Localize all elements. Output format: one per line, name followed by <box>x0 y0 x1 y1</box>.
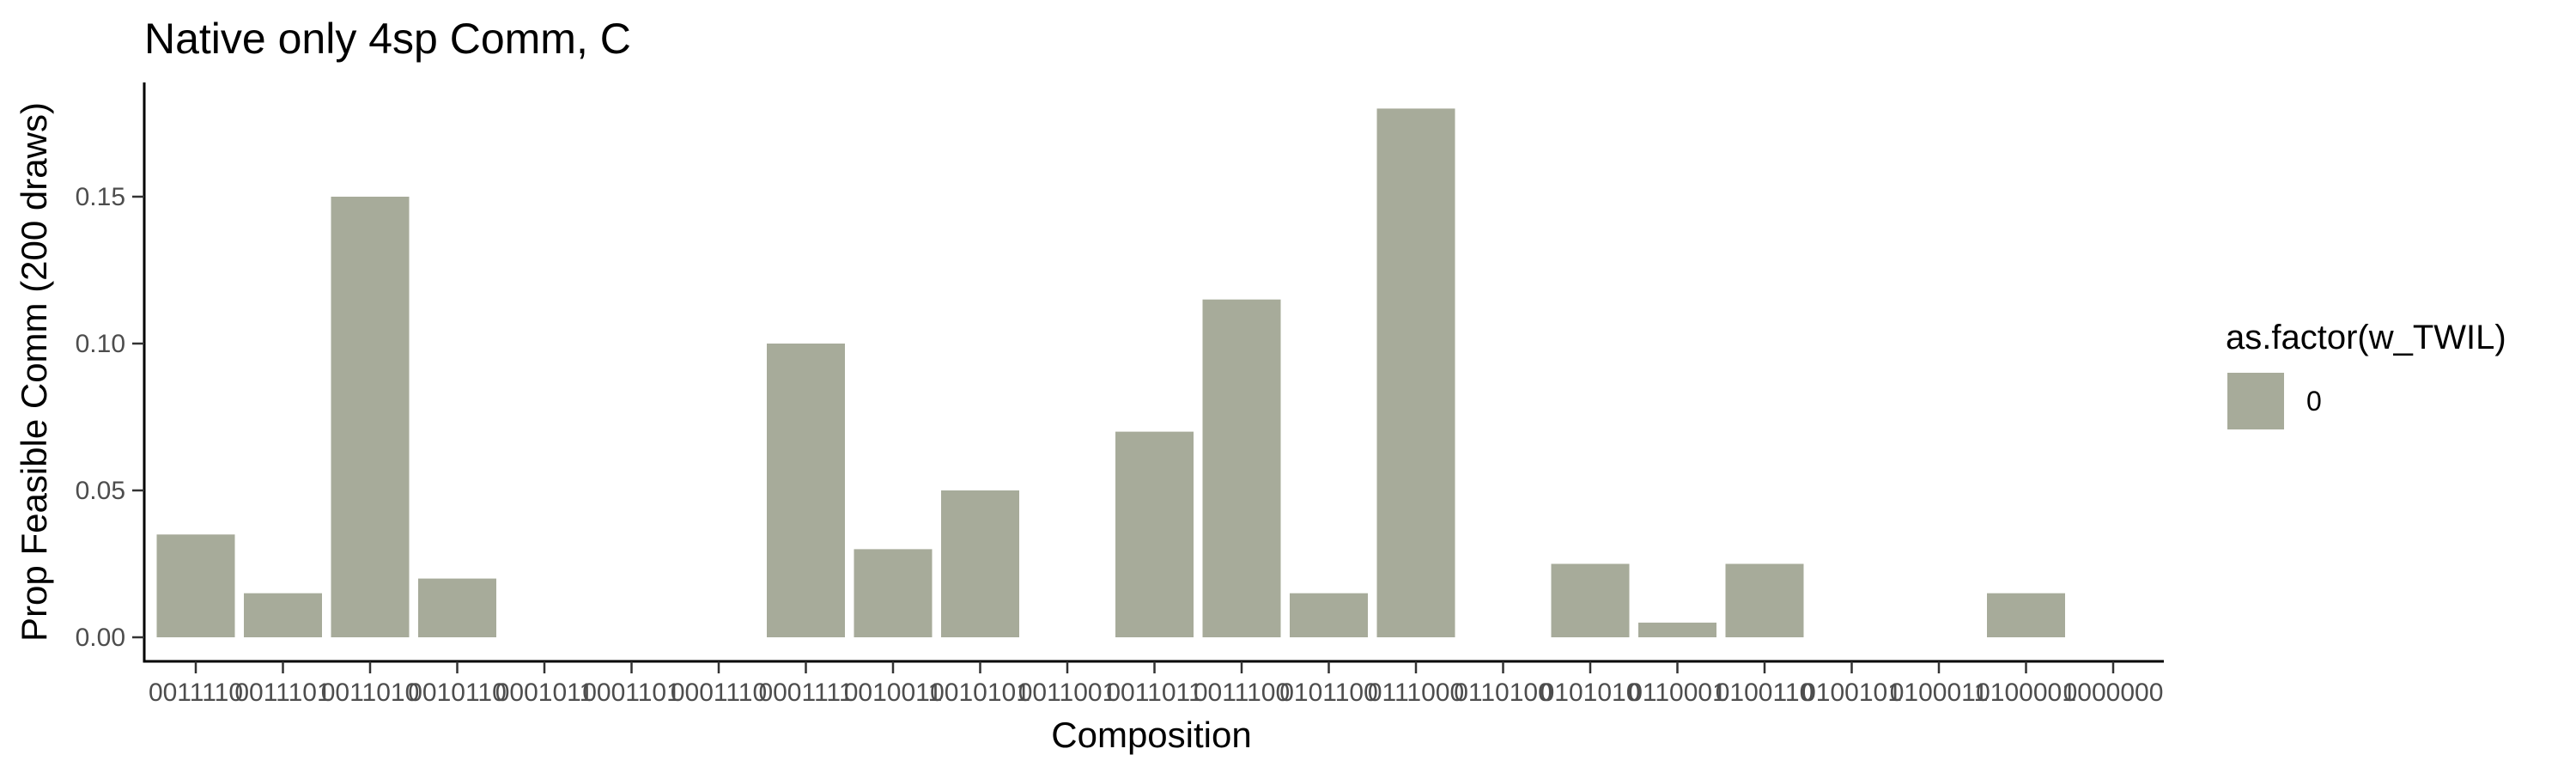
bar-0110001 <box>1638 622 1716 637</box>
bar-0011100 <box>1202 299 1281 637</box>
legend: as.factor(w_TWIL) 0 <box>2226 319 2506 429</box>
x-tick-label: 0011010 <box>321 679 420 707</box>
bar-0010110 <box>418 578 496 637</box>
x-tick-label: 0100110 <box>1716 679 1814 707</box>
y-axis-title: Prop Feasible Comm (200 draws) <box>14 102 54 642</box>
x-tick-label: 0001011 <box>495 679 594 707</box>
x-tick-label: 0100101 <box>1801 679 1902 707</box>
x-tick-label: 0000000 <box>2063 679 2164 707</box>
x-tick-label: 0011011 <box>1106 679 1202 707</box>
bar-0011101 <box>244 593 322 637</box>
y-tick-label: 0.00 <box>76 624 125 652</box>
x-tick-label: 0010101 <box>930 679 1030 707</box>
x-tick-label: 0110001 <box>1628 679 1727 707</box>
x-axis-title: Composition <box>1051 715 1251 755</box>
x-tick-label: 0100011 <box>1890 679 1989 707</box>
x-tick-label: 0001110 <box>671 679 767 707</box>
legend-label: 0 <box>2306 386 2322 417</box>
y-tick-label: 0.15 <box>76 183 125 211</box>
bar-0100110 <box>1725 563 1804 637</box>
plot-area <box>156 108 2065 637</box>
x-tick-label: 0011101 <box>234 679 331 707</box>
y-axis-ticks: 0.00 0.05 0.10 0.15 <box>76 183 144 652</box>
x-tick-label: 0001111 <box>758 679 853 707</box>
bar-0101100 <box>1290 593 1368 637</box>
chart-title: Native only 4sp Comm, C <box>144 15 631 63</box>
y-tick-label: 0.10 <box>76 330 125 358</box>
bar-0111000 <box>1376 108 1455 637</box>
y-tick-label: 0.05 <box>76 477 125 505</box>
legend-key <box>2227 373 2284 429</box>
bar-0010011 <box>854 549 933 637</box>
bar-0011011 <box>1115 431 1194 637</box>
x-tick-label: 0111000 <box>1368 679 1464 707</box>
x-tick-label: 0110100 <box>1454 679 1552 707</box>
legend-title: as.factor(w_TWIL) <box>2226 319 2506 356</box>
x-tick-label: 0001101 <box>582 679 681 707</box>
x-tick-label: 0010011 <box>844 679 943 707</box>
bar-0001111 <box>767 344 845 637</box>
x-axis-ticks: 0011110001110100110100010110000101100011… <box>149 661 2163 707</box>
x-tick-label: 0011001 <box>1018 679 1117 707</box>
x-tick-label: 0101100 <box>1279 679 1378 707</box>
x-tick-label: 0011110 <box>149 679 243 707</box>
x-tick-label: 0101010 <box>1540 679 1641 707</box>
bar-0101010 <box>1551 563 1630 637</box>
bar-0010101 <box>941 490 1019 637</box>
bar-0011110 <box>156 534 235 637</box>
x-tick-label: 0100001 <box>1976 679 2076 707</box>
bar-0011010 <box>331 197 410 637</box>
x-tick-label: 0010110 <box>408 679 507 707</box>
bar-0100001 <box>1987 593 2065 637</box>
x-tick-label: 0011100 <box>1194 679 1290 707</box>
